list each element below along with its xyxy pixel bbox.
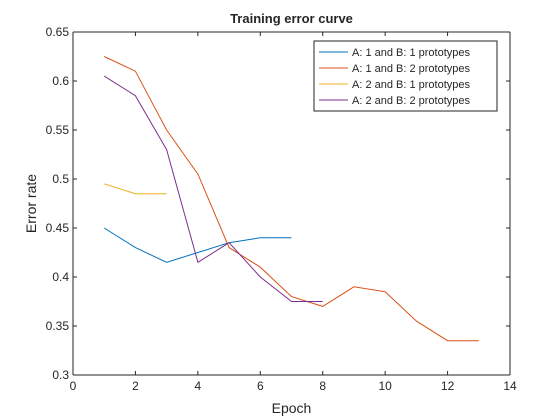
y-tick-label: 0.5 xyxy=(52,172,69,186)
series-line-4 xyxy=(103,75,323,302)
legend-label-4: A: 2 and B: 2 prototypes xyxy=(352,95,471,107)
x-axis-label: Epoch xyxy=(272,400,312,416)
y-tick-label: 0.55 xyxy=(46,123,70,137)
x-tick-label: 0 xyxy=(70,379,77,393)
x-tick-label: 14 xyxy=(503,379,517,393)
series-line-3 xyxy=(104,183,167,195)
x-tick-label: 8 xyxy=(319,379,326,393)
y-tick-label: 0.3 xyxy=(52,368,69,382)
series-line-2 xyxy=(103,56,479,342)
x-tick-label: 2 xyxy=(132,379,139,393)
legend-label-3: A: 2 and B: 1 prototypes xyxy=(352,79,471,91)
y-tick-label: 0.45 xyxy=(46,221,70,235)
axes-layer: 0 2 4 6 8 10 12 14 0.3 0.35 0.4 0.45 0.5 0.55 0.6 0.65 xyxy=(46,25,517,393)
legend-label-1: A: 1 and B: 1 prototypes xyxy=(352,47,471,59)
y-tick-label: 0.65 xyxy=(46,25,70,39)
y-tick-label: 0.35 xyxy=(46,319,70,333)
legend: A: 1 and B: 1 prototypes A: 1 and B: 2 pr… xyxy=(313,40,498,112)
legend-label-2: A: 1 and B: 2 prototypes xyxy=(352,63,471,75)
y-axis-label: Error rate xyxy=(23,174,39,233)
legend-box xyxy=(313,40,498,112)
x-tick-label: 12 xyxy=(441,379,455,393)
x-tick-label: 10 xyxy=(378,379,392,393)
y-tick-label: 0.4 xyxy=(52,270,69,284)
chart-title: Training error curve xyxy=(230,11,353,26)
x-tick-label: 4 xyxy=(195,379,202,393)
y-tick-label: 0.6 xyxy=(52,74,69,88)
series-layer xyxy=(103,56,479,342)
series-line-1 xyxy=(103,227,292,263)
x-tick-label: 6 xyxy=(257,379,264,393)
